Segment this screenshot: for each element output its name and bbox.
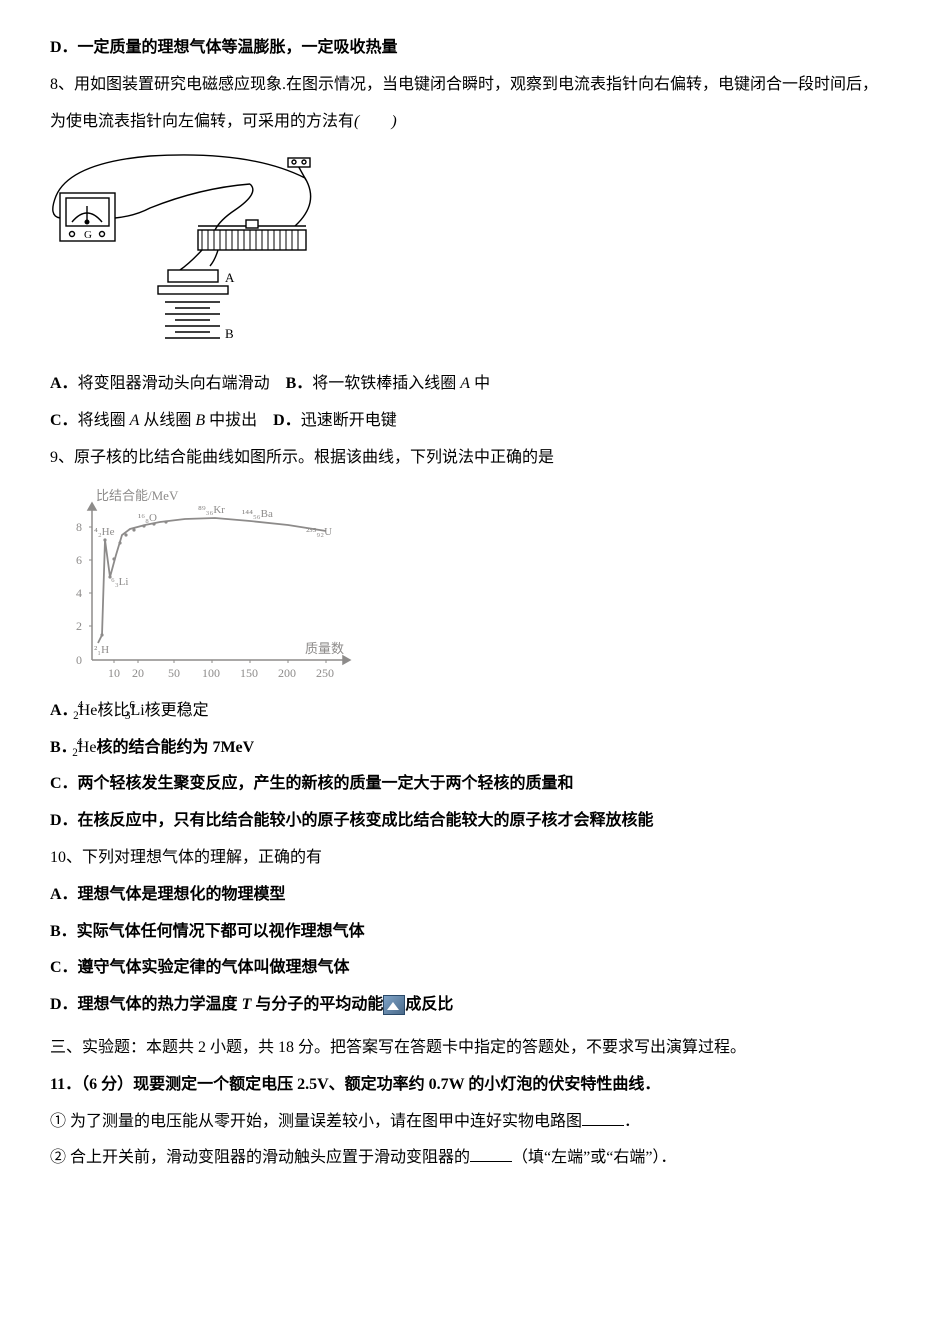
q8-opt-d-text: 迅速断开电键 — [301, 412, 397, 429]
q11-stem-text: 11．（6 分）现要测定一个额定电压 2.5V、额定功率约 0.7W 的小灯泡的… — [50, 1076, 660, 1093]
q9-opt-a-tail: 核更稳定 — [145, 702, 209, 719]
q8-stem-line2: 为使电流表指针向左偏转，可采用的方法有( ) — [50, 104, 890, 141]
q9-option-d: D．在核反应中，只有比结合能较小的原子核变成比结合能较大的原子核才会释放核能 — [50, 803, 890, 840]
q8-opt-c-it1: A — [130, 412, 140, 429]
binding-energy-chart: 0 2 4 6 8 10 20 50 100 150 200 250 比结合能/… — [50, 485, 370, 685]
q8-opt-b-text: 将一软铁棒插入线圈 — [312, 375, 460, 392]
q11-blank-1[interactable] — [582, 1110, 624, 1126]
svg-text:4: 4 — [76, 586, 82, 600]
q11-part1-tail: ． — [624, 1113, 640, 1130]
q9-chart: 0 2 4 6 8 10 20 50 100 150 200 250 比结合能/… — [50, 485, 890, 685]
svg-text:¹⁶₈O: ¹⁶₈O — [138, 512, 157, 524]
coil-a-label: A — [225, 270, 235, 285]
q11-blank-2[interactable] — [470, 1146, 512, 1162]
q10-option-c: C．遵守气体实验定律的气体叫做理想气体 — [50, 950, 890, 987]
q9-opt-d: D．在核反应中，只有比结合能较小的原子核变成比结合能较大的原子核才会释放核能 — [50, 812, 654, 829]
q7-option-d: D．一定质量的理想气体等温膨胀，一定吸收热量 — [50, 30, 890, 67]
q8-option-cd: C．将线圈 A 从线圈 B 中拔出 D．迅速断开电键 — [50, 403, 890, 440]
q8-opt-d-label: D． — [273, 412, 301, 429]
q8-opt-b-italic: A — [460, 375, 470, 392]
q8-paren: ( ) — [354, 104, 397, 141]
q9-opt-c: C．两个轻核发生聚变反应，产生的新核的质量一定大于两个轻核的质量和 — [50, 775, 574, 792]
svg-text:2: 2 — [76, 619, 82, 633]
svg-text:0: 0 — [76, 653, 82, 667]
q8-diagram: G — [50, 148, 890, 358]
q8-option-ab: A．将变阻器滑动头向右端滑动 B．将一软铁棒插入线圈 A 中 — [50, 366, 890, 403]
q10-option-b: B．实际气体任何情况下都可以视作理想气体 — [50, 914, 890, 951]
svg-text:150: 150 — [240, 666, 258, 680]
q10-opt-d-tail: 成反比 — [405, 996, 453, 1013]
q8-opt-c-tail: 中拔出 — [205, 412, 273, 429]
q11-stem: 11．（6 分）现要测定一个额定电压 2.5V、额定功率约 0.7W 的小灯泡的… — [50, 1067, 890, 1104]
q11-part2-tail: （填“左端”或“右端”）． — [512, 1149, 676, 1166]
q9-option-b: B．42He核的结合能约为 7MeV — [50, 730, 890, 767]
q9-option-a: A．42He核比63Li核更稳定 — [50, 693, 890, 730]
electromagnetic-induction-diagram: G — [50, 148, 330, 358]
q9-opt-b-tail: 核的结合能约为 7MeV — [96, 739, 254, 756]
q8-stem-b: 为使电流表指针向左偏转，可采用的方法有 — [50, 113, 354, 130]
q8-opt-a-text: 将变阻器滑动头向右端滑动 — [78, 375, 286, 392]
q9-stem: 9、原子核的比结合能曲线如图所示。根据该曲线，下列说法中正确的是 — [50, 440, 890, 477]
galvanometer-label: G — [84, 229, 92, 241]
q8-opt-c-it2: B — [195, 412, 205, 429]
svg-text:8: 8 — [76, 520, 82, 534]
q9-opt-a-li: Li — [130, 702, 144, 719]
svg-text:250: 250 — [316, 666, 334, 680]
q9-opt-a-he: He — [79, 702, 98, 719]
chart-ylabel: 比结合能/MeV — [96, 488, 179, 503]
svg-text:50: 50 — [168, 666, 180, 680]
svg-text:²₁H: ²₁H — [94, 644, 109, 656]
coil-b-label: B — [225, 326, 234, 341]
svg-text:10: 10 — [108, 666, 120, 680]
q11-part2: ② 合上开关前，滑动变阻器的滑动触头应置于滑动变阻器的 （填“左端”或“右端”）． — [50, 1140, 890, 1177]
q10-option-a: A．理想气体是理想化的物理模型 — [50, 877, 890, 914]
q9-option-c: C．两个轻核发生聚变反应，产生的新核的质量一定大于两个轻核的质量和 — [50, 766, 890, 803]
chart-xlabel: 质量数 — [305, 641, 344, 656]
svg-text:⁶₃Li: ⁶₃Li — [111, 576, 128, 588]
q11-part2-pre: ② 合上开关前，滑动变阻器的滑动触头应置于滑动变阻器的 — [50, 1149, 470, 1166]
q11-part1: ① 为了测量的电压能从零开始，测量误差较小，请在图甲中连好实物电路图 ． — [50, 1104, 890, 1141]
q10-opt-d-italic: T — [242, 996, 252, 1013]
q8-stem-a: 8、用如图装置研究电磁感应现象.在图示情况，当电键闭合瞬时，观察到电流表指针向右… — [50, 76, 878, 93]
svg-text:200: 200 — [278, 666, 296, 680]
svg-text:6: 6 — [76, 553, 82, 567]
svg-text:⁸⁹₃₆Kr: ⁸⁹₃₆Kr — [198, 504, 225, 516]
q8-stem-line1: 8、用如图装置研究电磁感应现象.在图示情况，当电键闭合瞬时，观察到电流表指针向右… — [50, 67, 890, 104]
q10-option-d: D．理想气体的热力学温度 T 与分子的平均动能 成反比 — [50, 987, 890, 1024]
svg-text:20: 20 — [132, 666, 144, 680]
q8-opt-c-label: C． — [50, 412, 78, 429]
svg-text:¹⁴⁴₅₆Ba: ¹⁴⁴₅₆Ba — [242, 508, 273, 520]
q10-stem: 10、下列对理想气体的理解，正确的有 — [50, 840, 890, 877]
q9-opt-b-he: He — [78, 739, 97, 756]
q8-opt-c-text: 将线圈 — [78, 412, 130, 429]
q8-opt-b-label: B． — [286, 375, 313, 392]
q8-opt-a-label: A． — [50, 375, 78, 392]
q11-part1-pre: ① 为了测量的电压能从零开始，测量误差较小，请在图甲中连好实物电路图 — [50, 1113, 582, 1130]
q8-opt-b-tail: 中 — [470, 375, 490, 392]
q7-option-d-text: D．一定质量的理想气体等温膨胀，一定吸收热量 — [50, 39, 398, 56]
svg-text:⁴₂He: ⁴₂He — [94, 526, 115, 538]
q10-opt-d-mid: 与分子的平均动能 — [251, 996, 383, 1013]
section-3-heading: 三、实验题：本题共 2 小题，共 18 分。把答案写在答题卡中指定的答题处，不要… — [50, 1030, 890, 1067]
q8-opt-c-mid: 从线圈 — [139, 412, 195, 429]
missing-image-icon — [383, 995, 405, 1015]
svg-text:100: 100 — [202, 666, 220, 680]
svg-text:²³⁵₉₂U: ²³⁵₉₂U — [306, 526, 332, 538]
q10-opt-d-pre: D．理想气体的热力学温度 — [50, 996, 242, 1013]
